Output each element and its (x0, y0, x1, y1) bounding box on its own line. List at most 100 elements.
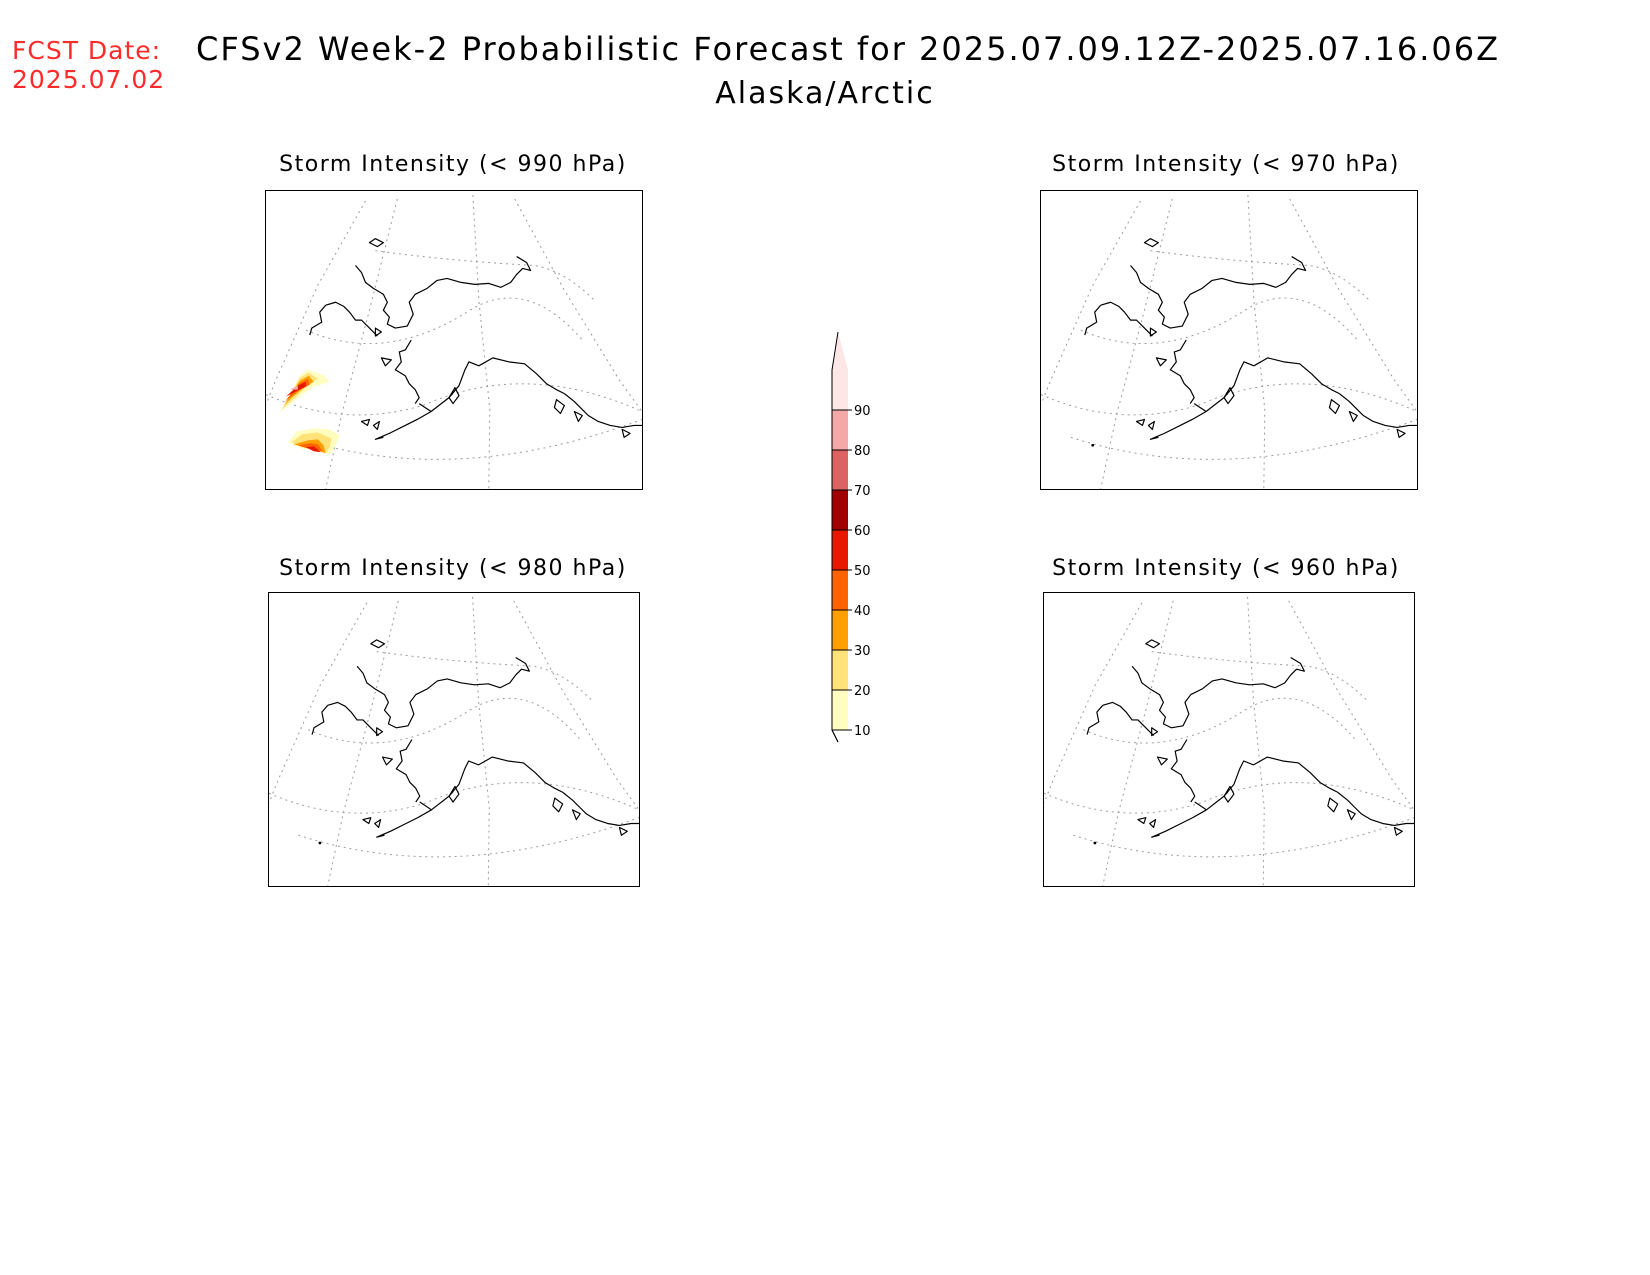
coastline (1346, 809, 1356, 821)
coastline (1130, 256, 1307, 329)
coastline (376, 801, 433, 838)
map-panel-960 (1043, 592, 1415, 887)
island-marker (1093, 841, 1097, 845)
coastline (1100, 301, 1153, 337)
coastline (372, 420, 380, 430)
colorbar-upper-extension (832, 332, 848, 370)
coastline (1086, 704, 1104, 735)
map-panel-990 (265, 190, 643, 490)
forecast-date-value: 2025.07.02 (12, 65, 166, 94)
graticule-line (327, 600, 399, 886)
coastline (1149, 403, 1207, 440)
coastline (430, 357, 565, 412)
graticule-line (1044, 602, 1143, 804)
coastline (1206, 756, 1338, 811)
coastline (1084, 304, 1102, 336)
graticule-line (1247, 194, 1266, 489)
coastline (374, 327, 382, 337)
coastline (1135, 418, 1146, 427)
graticule-line (375, 250, 595, 301)
graticule-line (1041, 200, 1141, 405)
coastline (1348, 410, 1358, 423)
alaska-basemap (1041, 194, 1417, 489)
graticule-line (298, 817, 639, 858)
map-960 (1044, 596, 1414, 886)
coastline (1223, 387, 1235, 405)
coastline (431, 756, 563, 811)
coastline (618, 826, 628, 836)
coastline (571, 809, 581, 821)
graticule-line (1289, 198, 1417, 412)
colorbar-swatch (832, 490, 848, 530)
coastline (1223, 785, 1235, 803)
coastline (1169, 339, 1195, 404)
forecast-date-label: FCST Date: (12, 36, 162, 65)
coastline (564, 393, 642, 429)
colorbar-swatch (832, 650, 848, 690)
coastline (1328, 399, 1341, 415)
coastline (309, 304, 327, 336)
map-990 (266, 194, 642, 489)
colorbar-label: 80 (854, 444, 871, 459)
coastline (1149, 819, 1157, 828)
coastline (1327, 797, 1339, 813)
map-970 (1041, 194, 1417, 489)
coastline (1143, 238, 1159, 248)
coastline (1396, 428, 1406, 438)
coastline (381, 756, 393, 766)
coastline (1149, 327, 1157, 337)
colorbar-label: 70 (854, 484, 871, 499)
graticule-line (472, 194, 491, 489)
coastline (1337, 791, 1414, 827)
graticule-line (514, 198, 642, 412)
coastline (325, 301, 378, 337)
coastline (380, 357, 392, 367)
colorbar-label: 20 (854, 684, 871, 699)
island-marker (1091, 443, 1095, 447)
colorbar-swatch (832, 450, 848, 490)
coastline (1393, 826, 1403, 836)
coastline (395, 739, 421, 803)
coastline (1156, 756, 1168, 766)
coastline (394, 339, 420, 404)
colorbar-label: 90 (854, 404, 871, 419)
graticule-line (1070, 419, 1417, 460)
region-subtitle: Alaska/Arctic (715, 76, 935, 111)
coastline (573, 410, 583, 423)
alaska-basemap (266, 194, 642, 489)
probability-shading (279, 369, 340, 456)
graticule-line (1080, 297, 1358, 344)
graticule-line (1100, 198, 1173, 489)
coastline (355, 256, 532, 329)
coastline (552, 797, 564, 813)
coastline (1131, 656, 1305, 729)
colorbar-swatch (832, 690, 848, 730)
graticule-line (305, 297, 583, 344)
coastline (1155, 357, 1167, 367)
alaska-basemap (269, 596, 639, 886)
graticule-line (295, 419, 642, 460)
panel-title-970: Storm Intensity (< 970 hPa) (1052, 152, 1400, 177)
graticule-line (376, 651, 593, 701)
coastline (370, 639, 386, 649)
colorbar-swatch (832, 570, 848, 610)
graticule-line (513, 600, 639, 811)
colorbar-swatch (832, 530, 848, 570)
colorbar-outline (831, 331, 839, 743)
colorbar-label: 30 (854, 644, 871, 659)
probability-colorbar: 10 20 30 40 50 60 70 80 90 (831, 331, 871, 743)
graticule-line (1073, 817, 1414, 858)
coastline (1151, 727, 1159, 737)
main-title: CFSv2 Week-2 Probabilistic Forecast for … (196, 30, 1501, 68)
coastline (553, 399, 566, 415)
coastline (368, 238, 384, 248)
coastline (1145, 639, 1161, 649)
graticule-line (269, 602, 368, 804)
coastline (362, 817, 372, 825)
panel-title-980: Storm Intensity (< 980 hPa) (279, 556, 627, 581)
colorbar-label: 50 (854, 564, 871, 579)
graticule-line (1288, 600, 1414, 811)
graticule-line (307, 697, 581, 744)
coastline (448, 785, 460, 803)
colorbar-swatch (832, 610, 848, 650)
